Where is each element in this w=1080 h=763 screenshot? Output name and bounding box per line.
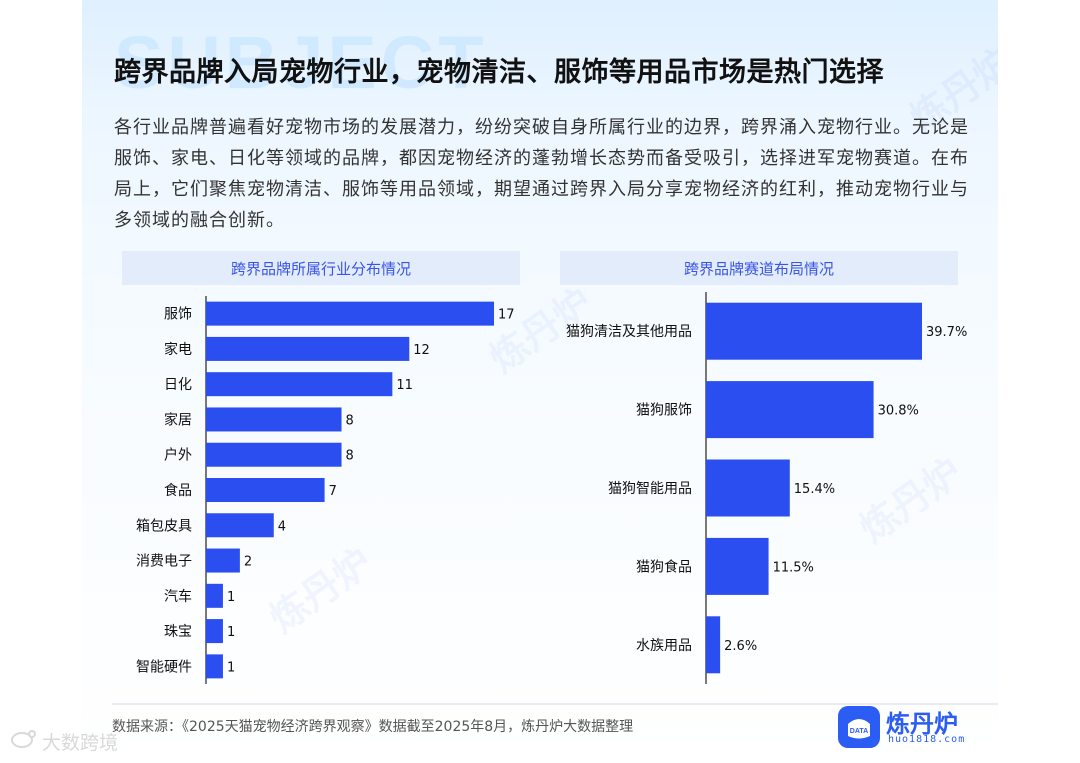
right-chart-title: 跨界品牌赛道布局情况 [560,251,958,285]
industry-value-label: 11 [396,378,413,393]
track-category-label: 猫狗智能用品 [608,481,692,497]
outer-watermark: 大数跨境 [10,728,118,755]
outer-watermark-text: 大数跨境 [42,732,119,754]
industry-value-label: 1 [227,625,235,640]
track-value-label: 15.4% [794,482,835,497]
track-value-label: 2.6% [724,639,757,654]
industry-category-label: 家电 [164,341,192,358]
industry-value-label: 7 [329,484,337,499]
track-category-label: 猫狗食品 [636,558,692,575]
industry-bar [206,407,342,432]
data-source: 数据来源：《2025天猫宠物经济跨界观察》数据截至2025年8月，炼丹炉大数据整… [112,719,634,735]
track-category-label: 水族用品 [636,638,692,654]
industry-bar [206,548,240,573]
industry-bar [206,619,223,644]
industry-bar [206,301,494,326]
industry-category-label: 珠宝 [164,624,192,640]
track-category-label: 猫狗清洁及其他用品 [566,324,692,340]
industry-bar [206,478,325,502]
industry-bar [206,513,274,538]
page-title: 跨界品牌入局宠物行业，宠物清洁、服饰等用品市场是热门选择 [114,57,884,88]
logo-icon-text: DATA [850,728,868,735]
track-value-label: 39.7% [926,325,967,340]
subject-watermark: SUBJECT [114,21,488,104]
track-value-label: 11.5% [773,560,814,575]
industry-category-label: 户外 [164,447,192,464]
track-bar [706,537,769,595]
track-bar [706,459,790,517]
industry-category-label: 服饰 [164,307,192,323]
logo-icon: DATA [838,706,880,748]
industry-value-label: 1 [227,590,235,605]
industry-value-label: 8 [346,413,354,428]
industry-category-label: 消费电子 [136,554,192,570]
industry-value-label: 17 [498,308,515,323]
industry-bar [206,442,342,467]
industry-value-label: 8 [346,449,354,464]
track-bar [706,616,721,674]
industry-value-label: 12 [413,343,430,358]
track-category-label: 猫狗服饰 [636,403,692,419]
industry-bar [206,654,223,679]
intro-paragraph: 各行业品牌普遍看好宠物市场的发展潜力，纷纷突破自身所属行业的边界，跨界涌入宠物行… [114,117,969,231]
industry-bar [206,583,223,608]
industry-category-label: 日化 [164,377,192,393]
industry-category-label: 家居 [164,411,192,428]
track-value-label: 30.8% [878,404,919,419]
industry-bar [206,372,393,397]
logo-name: 炼丹炉 [886,710,958,738]
logo-url: huo1818.com [888,734,966,745]
bar-charts: 服饰 17 家电 12 日化 11 家居 8 户外 8 食品 7 箱包皮具 4 消费电子 2 汽车 1 珠宝 1 智能硬… [112,292,998,705]
industry-category-label: 食品 [164,482,192,499]
track-bar [706,381,874,439]
industry-category-label: 智能硬件 [136,659,192,675]
industry-value-label: 2 [244,555,252,570]
track-bar [706,302,922,360]
industry-category-label: 箱包皮具 [136,518,192,534]
weibo-icon [10,730,38,753]
report-card: SUBJECT 炼丹炉 炼丹炉 炼丹炉 炼丹炉 跨界品牌入局宠物行业，宠物清洁、… [82,0,998,763]
industry-bar [206,336,410,361]
industry-value-label: 4 [278,519,286,534]
left-chart-title: 跨界品牌所属行业分布情况 [122,251,520,285]
industry-category-label: 汽车 [164,588,192,605]
industry-value-label: 1 [227,660,235,675]
